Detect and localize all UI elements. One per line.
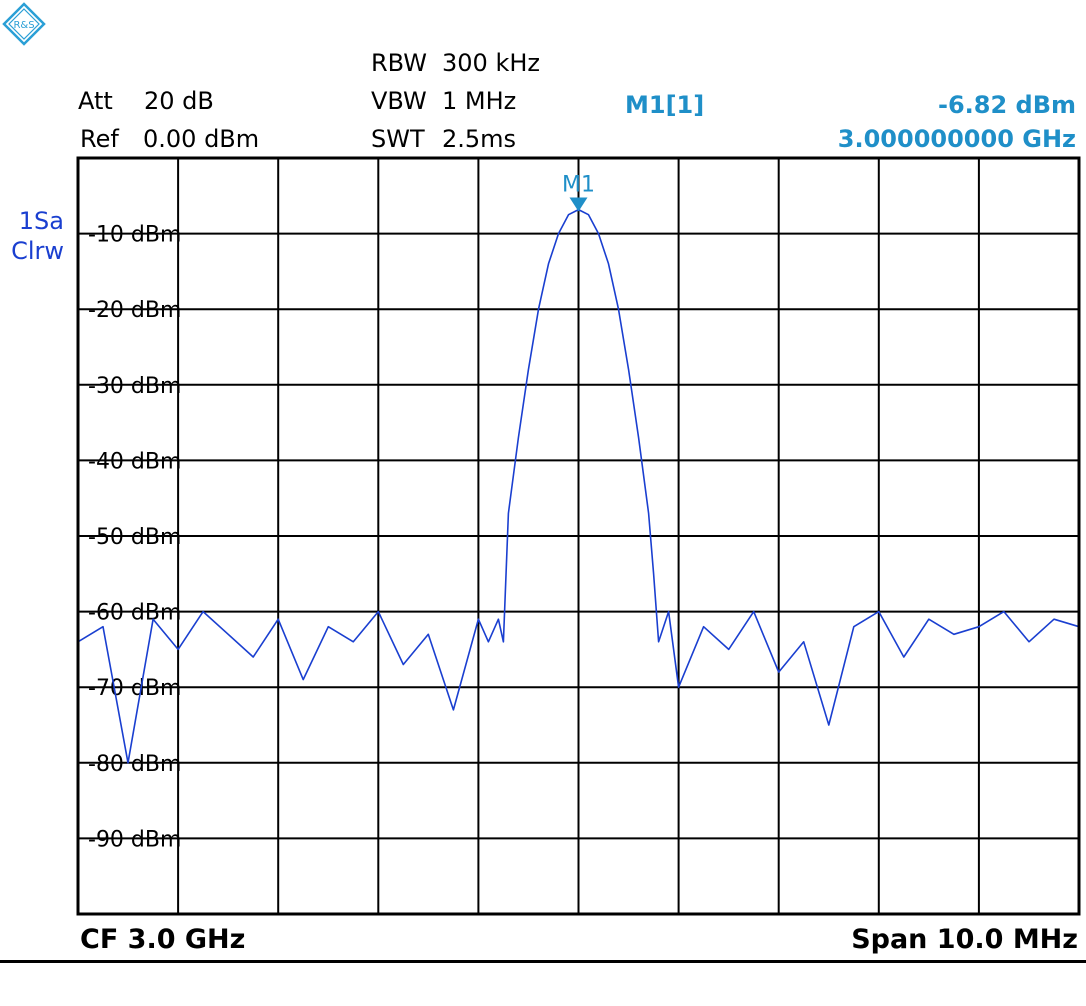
footer-divider xyxy=(0,960,1086,963)
y-tick-label: -60 dBm xyxy=(88,601,181,626)
att-label: Att xyxy=(78,87,113,115)
trace-sample-count: 1Sa xyxy=(18,207,64,235)
plot-frame xyxy=(76,156,1081,916)
rohde-schwarz-logo-icon: R&S xyxy=(2,2,46,46)
y-tick-label: -80 dBm xyxy=(88,752,181,777)
marker-layer: M1 xyxy=(562,173,595,212)
att-value: 20 dB xyxy=(144,87,214,115)
swt-label: SWT xyxy=(371,125,425,153)
rbw-value: 300 kHz xyxy=(442,49,540,77)
marker-label: M1 xyxy=(562,173,595,198)
logo-text: R&S xyxy=(13,20,34,31)
y-tick-label: -70 dBm xyxy=(88,676,181,701)
span: Span 10.0 MHz xyxy=(851,924,1078,955)
y-tick-label: -50 dBm xyxy=(88,525,181,550)
vbw-value: 1 MHz xyxy=(442,87,517,115)
vbw-label: VBW xyxy=(371,87,427,115)
trace-mode: Clrw xyxy=(11,237,64,265)
rbw-label: RBW xyxy=(371,49,428,77)
swt-value: 2.5ms xyxy=(442,125,517,153)
trace-info: 1Sa Clrw xyxy=(8,206,64,266)
center-frequency: CF 3.0 GHz xyxy=(80,924,246,955)
y-tick-label: -30 dBm xyxy=(88,374,181,399)
y-tick-label: -90 dBm xyxy=(88,827,181,852)
ref-value: 0.00 dBm xyxy=(143,125,260,153)
y-axis-tick-labels: -10 dBm -20 dBm -30 dBm -40 dBm -50 dBm -60 d… xyxy=(88,223,181,853)
marker-triangle-icon xyxy=(569,197,588,212)
grid xyxy=(78,158,1079,914)
marker-frequency: 3.000000000 GHz xyxy=(837,125,1076,153)
marker-name: M1[1] xyxy=(625,91,705,119)
y-tick-label: -10 dBm xyxy=(88,223,181,248)
y-tick-label: -20 dBm xyxy=(88,298,181,323)
y-tick-label: -40 dBm xyxy=(88,449,181,474)
ref-label: Ref xyxy=(80,125,119,153)
marker-level: -6.82 dBm xyxy=(937,91,1076,119)
